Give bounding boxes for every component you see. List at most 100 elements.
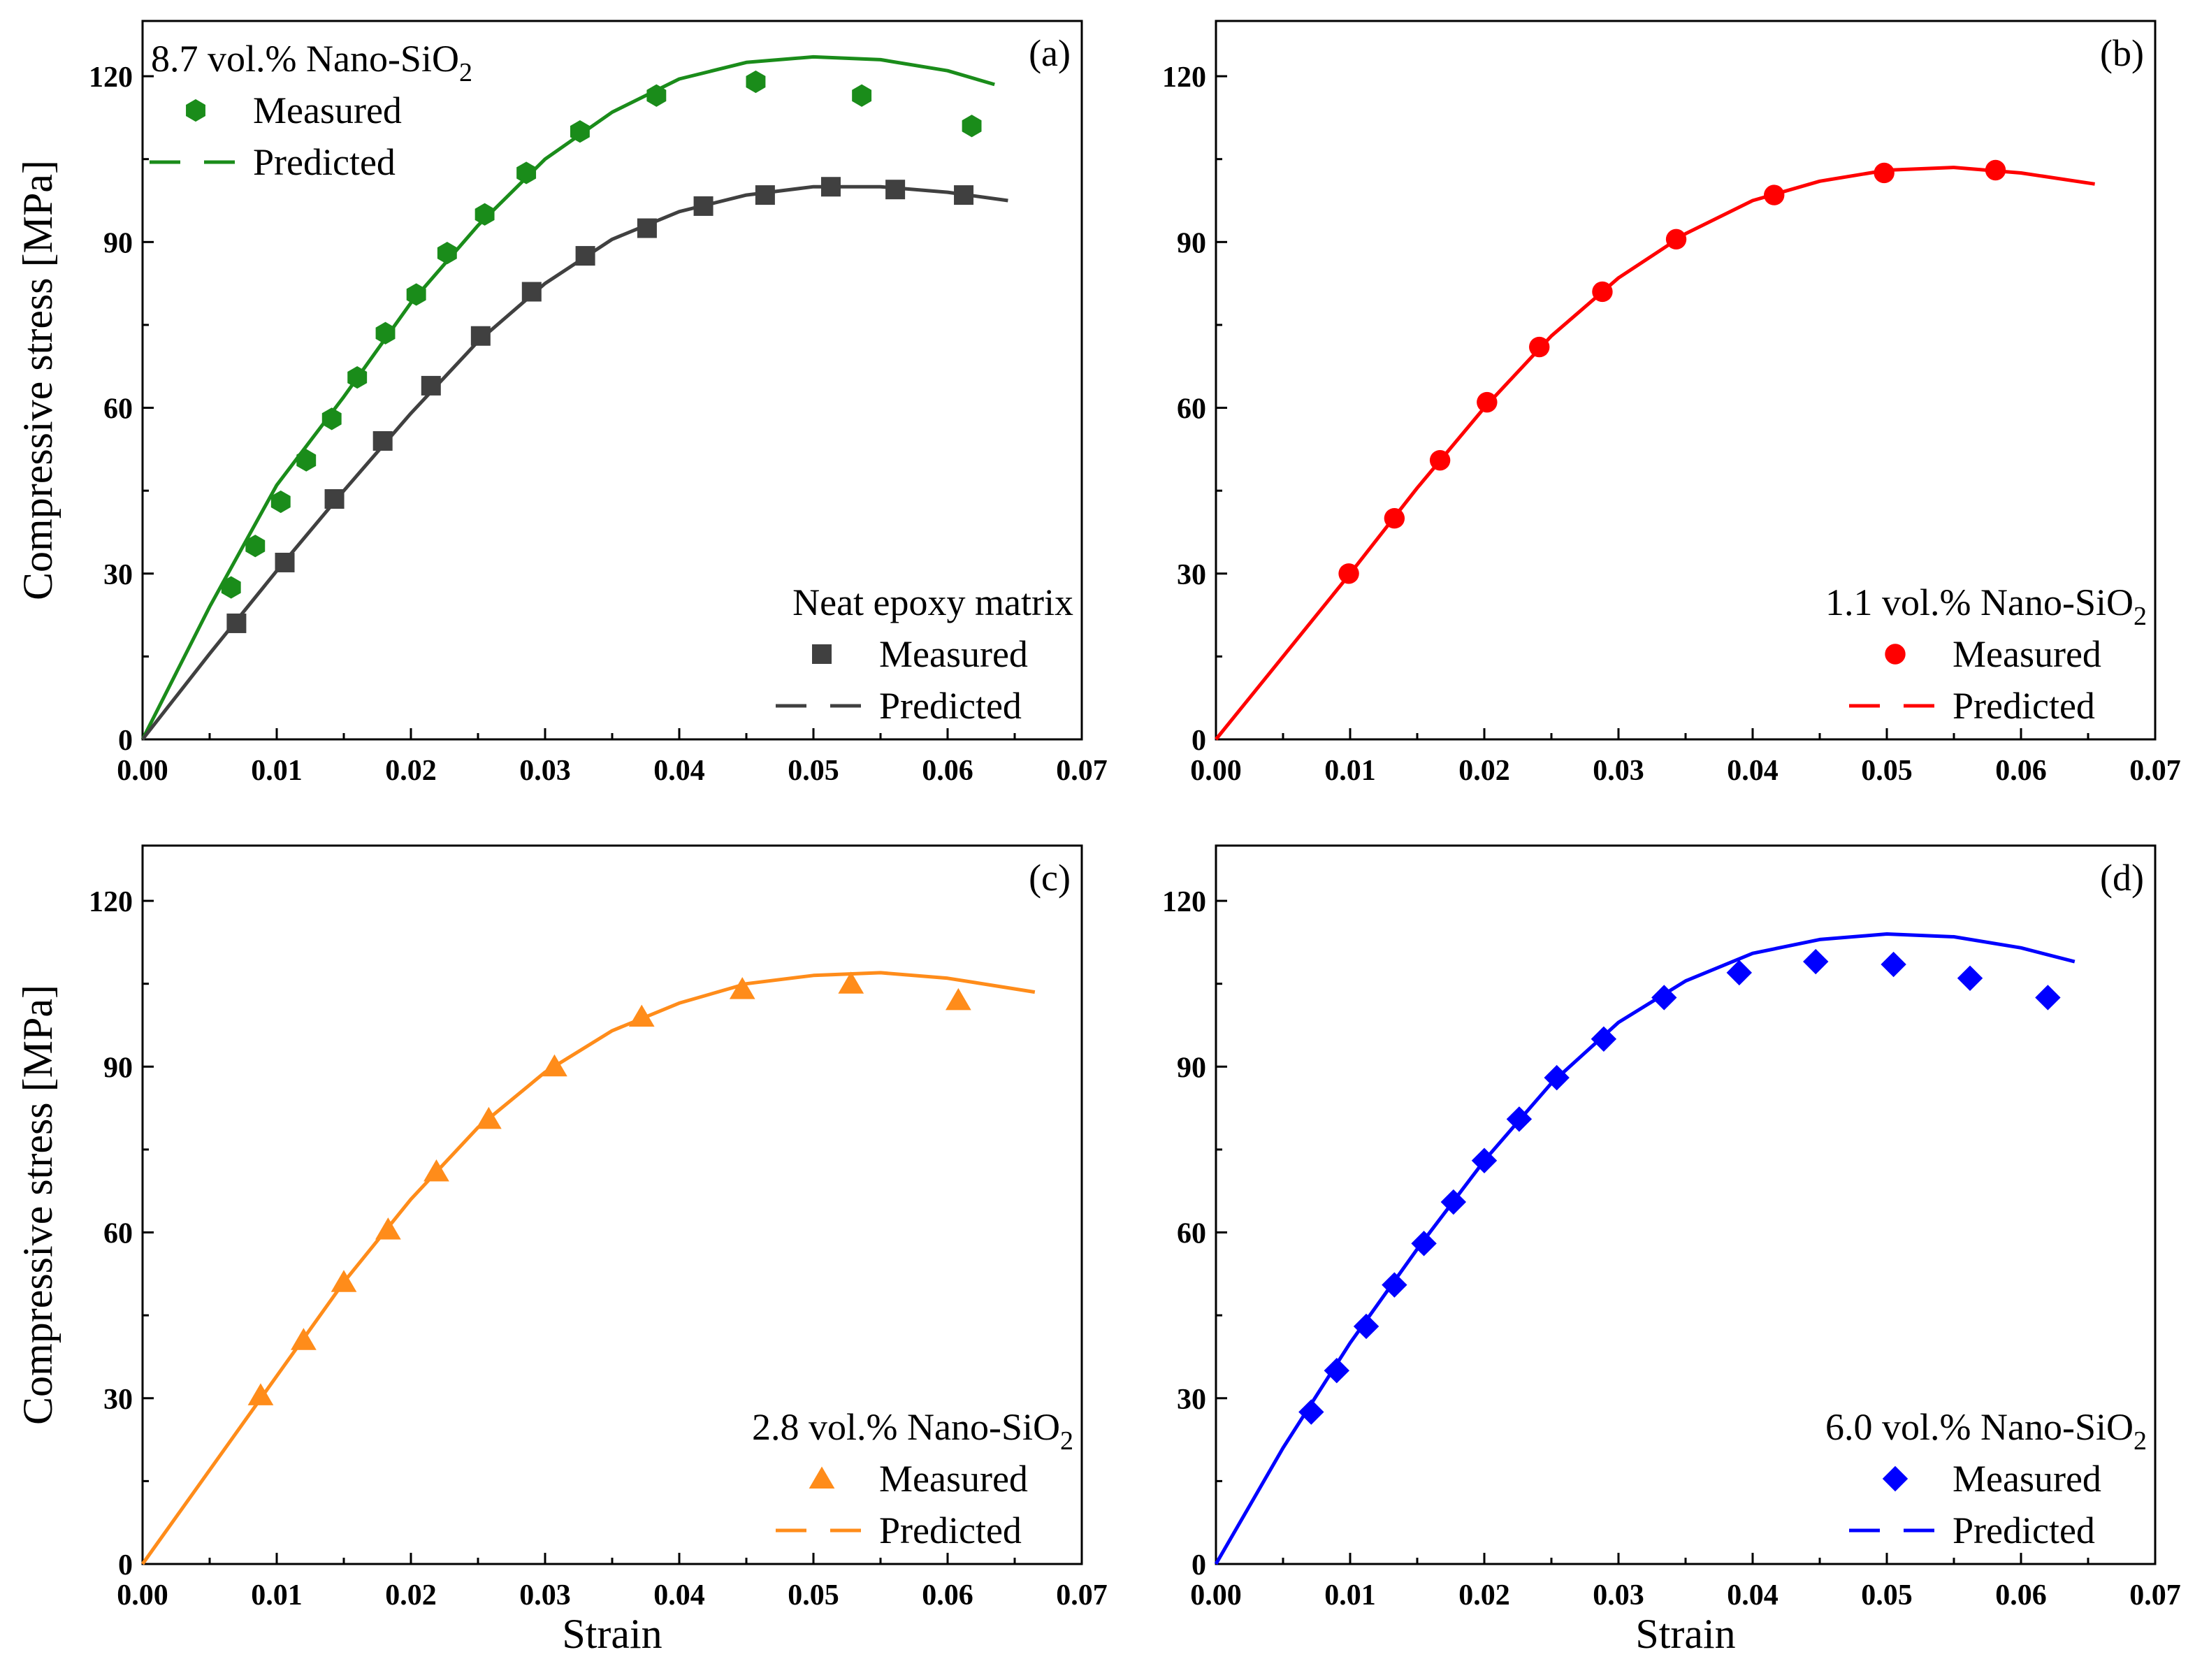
measured-point [1411,1231,1437,1257]
measured-point [324,489,345,509]
series-2-8-vol-nano-sio2 [140,971,1036,1565]
measured-point [275,552,295,572]
measured-point [1881,951,1906,978]
measured-point [628,1004,655,1027]
y-axis-title: Compressive stress [MPa] [15,985,61,1425]
legend-predicted-label: Predicted [879,685,1022,727]
predicted-curve [1214,932,2076,1565]
legend-marker [1885,644,1906,665]
chart-panel-b: 0.00 0.01 0.02 0.03 0.04 0.05 0.06 0.07 0 30 60 90 1… [1162,20,2181,787]
x-tick-label: 0.04 [653,1579,705,1612]
legend-measured-label: Measured [1953,633,2101,675]
x-tick-label: 0.05 [788,755,839,787]
measured-point [321,407,342,430]
measured-point [1529,336,1550,358]
measured-point [1874,162,1895,184]
legend-title: 2.8 vol.% Nano-SiO2 [752,1406,1073,1456]
x-axis-title: Strain [562,1611,662,1657]
measured-point [1506,1106,1533,1132]
measured-point [475,1106,502,1129]
panel-label: (c) [1029,857,1071,899]
x-tick-label: 0.02 [385,1579,437,1612]
measured-point [570,120,590,143]
measured-point [637,218,657,238]
measured-point [820,177,841,197]
series-6-0-vol-nano-sio2 [1214,932,2076,1565]
legend-measured-label: Measured [879,633,1028,675]
legend-marker [1882,1465,1908,1492]
measured-point [575,246,595,266]
measured-point [1592,281,1613,303]
measured-point [296,449,317,472]
legend: Neat epoxy matrix Measured Predicted [776,581,1073,727]
x-tick-label: 0.01 [251,1579,303,1612]
measured-point [838,971,864,994]
x-tick-label: 0.06 [922,1579,973,1612]
measured-point [1440,1189,1467,1215]
y-tick-label: 30 [103,1384,133,1416]
y-tick-label: 60 [103,393,133,426]
x-tick-label: 0.04 [1727,1579,1779,1612]
legend-predicted-label: Predicted [253,141,396,183]
x-tick-label: 0.04 [1727,755,1779,787]
measured-point [331,1270,357,1292]
measured-point [729,977,755,999]
predicted-curve [140,971,1036,1565]
y-tick-label: 30 [1177,1384,1206,1416]
measured-point [347,365,368,389]
measured-point [1665,229,1687,250]
measured-point [1764,184,1785,205]
measured-point [1985,159,2006,181]
x-tick-label: 0.06 [922,755,973,787]
y-tick-label: 90 [103,227,133,259]
measured-point [1803,948,1829,975]
y-tick-label: 60 [1177,1218,1206,1250]
y-tick-label: 90 [103,1052,133,1084]
plot-frame [1215,844,2157,1565]
x-tick-label: 0.00 [1190,1579,1242,1612]
legend-marker [186,99,205,122]
panel-label: (d) [2100,857,2144,899]
measured-point [1382,1272,1407,1298]
measured-point [1957,965,1983,991]
x-tick-label: 0.01 [251,755,303,787]
measured-point [1324,1358,1349,1384]
y-tick-label: 30 [103,559,133,591]
panels-group: 0.00 0.01 0.02 0.03 0.04 0.05 0.06 0.07 0 30 60 90 1… [15,20,2181,1657]
y-tick-label: 0 [118,1549,133,1581]
measured-point [421,375,441,396]
measured-point [962,115,982,138]
y-tick-label: 90 [1177,227,1206,259]
x-axis-title: Strain [1635,1611,1735,1657]
measured-point [475,203,495,226]
x-tick-label: 0.07 [1056,1579,1108,1612]
measured-point [375,1217,401,1240]
y-tick-label: 60 [1177,393,1206,426]
x-tick-label: 0.03 [519,1579,571,1612]
y-tick-label: 120 [1162,61,1206,94]
x-tick-label: 0.05 [1861,755,1913,787]
legend-predicted-label: Predicted [1953,1509,2095,1551]
legend-title: 8.7 vol.% Nano-SiO2 [151,38,472,87]
measured-point [1338,563,1359,584]
x-tick-label: 0.05 [788,1579,839,1612]
x-tick-label: 0.07 [2129,1579,2181,1612]
measured-point [1591,1026,1617,1052]
x-tick-label: 0.00 [117,1579,168,1612]
x-tick-label: 0.05 [1861,1579,1913,1612]
measured-point [1353,1313,1379,1340]
chart-panel-d: 0.00 0.01 0.02 0.03 0.04 0.05 0.06 0.07 0 30 60 90 1… [1162,844,2181,1657]
measured-point [1429,449,1451,471]
legend-predicted-label: Predicted [1953,685,2095,727]
y-tick-label: 0 [1191,725,1206,757]
legend-measured-label: Measured [879,1458,1028,1500]
measured-point [1471,1147,1498,1173]
measured-point [746,70,766,94]
measured-point [954,185,974,205]
series-neat-epoxy-matrix [141,177,1008,741]
x-tick-label: 0.03 [1593,755,1644,787]
x-tick-label: 0.06 [1995,755,2047,787]
